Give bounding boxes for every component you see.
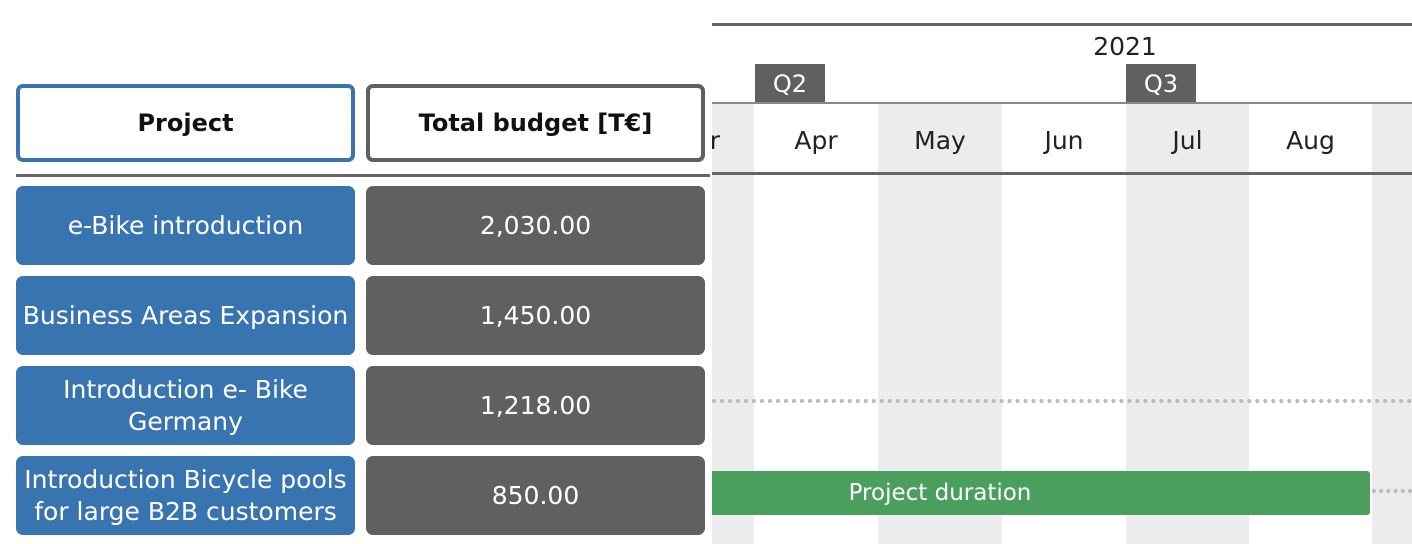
month-label: Jun	[1044, 125, 1084, 155]
column-shade	[712, 103, 754, 544]
quarter-rule	[712, 102, 1412, 104]
timeline: 2021 Q2 Q3 Mar Apr May Jun Jul Aug Proje…	[712, 0, 1412, 544]
month-label: Aug	[1286, 125, 1335, 155]
month-label: Apr	[794, 125, 838, 155]
month-label: May	[914, 125, 966, 155]
budget-cell: 850.00	[366, 456, 705, 535]
bar-label: Project duration	[848, 480, 1032, 506]
header-rule	[712, 172, 1412, 175]
top-rule	[712, 23, 1412, 26]
column-shade	[1372, 103, 1412, 544]
project-name[interactable]: Introduction Bicycle pools for large B2B…	[16, 456, 355, 535]
column-header[interactable]: Total budget [T€]	[366, 84, 705, 162]
column-shade	[1126, 103, 1249, 544]
budget-cell: 1,450.00	[366, 276, 705, 355]
quarter-label: Q2	[755, 64, 825, 103]
column-header[interactable]: Project	[16, 84, 355, 162]
column-shade	[878, 103, 1002, 544]
project-name[interactable]: Introduction e- Bike Germany	[16, 366, 355, 445]
month-label: Mar	[712, 122, 754, 158]
row-guide	[1372, 489, 1412, 493]
year-label: 2021	[1093, 32, 1157, 61]
project-name[interactable]: e-Bike introduction	[16, 186, 355, 265]
month-label: Jul	[1172, 125, 1203, 155]
row-guide	[712, 399, 1412, 403]
budget-cell: 2,030.00	[366, 186, 705, 265]
month-label-text: Mar	[712, 125, 720, 155]
duration-bar[interactable]	[712, 471, 1370, 515]
budget-cell: 1,218.00	[366, 366, 705, 445]
header-rule	[16, 174, 710, 177]
project-name[interactable]: Business Areas Expansion	[16, 276, 355, 355]
quarter-label: Q3	[1126, 64, 1196, 103]
